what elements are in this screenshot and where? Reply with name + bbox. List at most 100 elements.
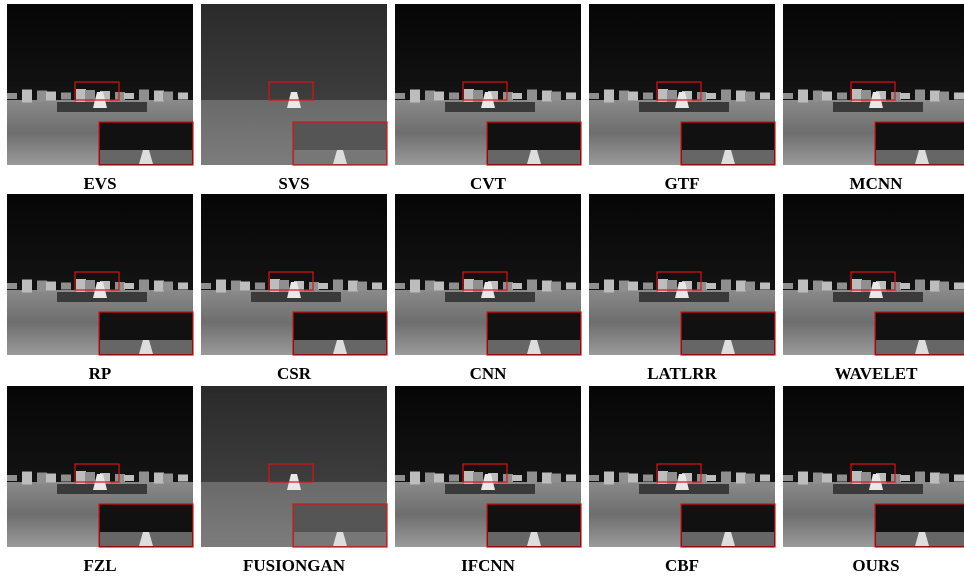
panel-building xyxy=(503,474,513,482)
panel-building xyxy=(76,279,86,293)
panel-label: RP xyxy=(89,364,112,383)
panel-building xyxy=(822,282,832,291)
panel-building xyxy=(551,282,561,291)
panel xyxy=(589,194,775,355)
panel-building xyxy=(395,283,405,289)
panel-building xyxy=(512,283,522,289)
panel-building xyxy=(551,92,561,101)
panel-building xyxy=(566,475,576,482)
panel-building xyxy=(628,282,638,291)
panel-building xyxy=(566,283,576,290)
panel-building xyxy=(178,475,188,482)
panel-building xyxy=(658,279,668,293)
panel-building xyxy=(783,93,793,99)
panel-building xyxy=(706,475,716,481)
panel-building xyxy=(915,90,925,103)
panel-building xyxy=(813,91,823,102)
panel-building xyxy=(61,475,71,482)
panel-building xyxy=(76,89,86,103)
panel-building xyxy=(939,92,949,101)
panel-building xyxy=(76,471,86,485)
panel xyxy=(395,386,581,547)
panel-building xyxy=(61,93,71,100)
panel-building xyxy=(22,280,32,293)
panel xyxy=(589,386,775,547)
panel-building xyxy=(915,280,925,293)
panel-building xyxy=(658,471,668,485)
panel-building xyxy=(46,474,56,483)
panel-building xyxy=(240,282,250,291)
panel xyxy=(395,194,581,355)
panel-building xyxy=(255,283,265,290)
panel-label: CBF xyxy=(665,556,699,573)
panel-building xyxy=(163,282,173,291)
panel-label: OURS xyxy=(852,556,899,573)
panel-building xyxy=(604,90,614,103)
panel-building xyxy=(139,90,149,103)
panel-building xyxy=(954,475,964,482)
panel-building xyxy=(395,93,405,99)
panel-building xyxy=(760,283,770,290)
panel-building xyxy=(798,472,808,485)
panel-building xyxy=(760,93,770,100)
panel-building xyxy=(604,280,614,293)
panel-building xyxy=(619,473,629,484)
panel-building xyxy=(231,281,241,292)
panel-building xyxy=(589,93,599,99)
panel-building xyxy=(115,474,125,482)
panel-building xyxy=(837,283,847,290)
panel-building xyxy=(270,279,280,293)
panel-building xyxy=(7,283,17,289)
panel-building xyxy=(721,90,731,103)
panel-building xyxy=(542,473,552,484)
panel-building xyxy=(464,89,474,103)
panel-building xyxy=(425,281,435,292)
panel-building xyxy=(589,475,599,481)
panel-building xyxy=(736,473,746,484)
panel-label: FZL xyxy=(83,556,116,573)
panel-building xyxy=(783,283,793,289)
panel-building xyxy=(395,475,405,481)
panel-label: IFCNN xyxy=(461,556,516,573)
panel-building xyxy=(954,93,964,100)
panel-building xyxy=(163,474,173,483)
panel-building xyxy=(551,474,561,483)
panel-label: MCNN xyxy=(850,174,904,193)
panel-building xyxy=(464,471,474,485)
panel-building xyxy=(822,92,832,101)
panel-building xyxy=(745,92,755,101)
panel-building xyxy=(643,475,653,482)
panel-building xyxy=(449,93,459,100)
panel-building xyxy=(939,474,949,483)
panel-building xyxy=(822,474,832,483)
panel-building xyxy=(163,92,173,101)
panel-building xyxy=(837,93,847,100)
panel-building xyxy=(930,473,940,484)
panel-building xyxy=(139,472,149,485)
panel-building xyxy=(891,92,901,100)
panel-building xyxy=(434,282,444,291)
panel-building xyxy=(333,280,343,293)
panel-building xyxy=(852,471,862,485)
panel-building xyxy=(900,283,910,289)
panel-building xyxy=(619,91,629,102)
panel-building xyxy=(891,282,901,290)
panel-building xyxy=(357,282,367,291)
panel-building xyxy=(783,475,793,481)
panel-building xyxy=(930,281,940,292)
panel-label: CVT xyxy=(470,174,507,193)
panel-building xyxy=(813,281,823,292)
panel-building xyxy=(46,92,56,101)
panel-building xyxy=(503,282,513,290)
panel-building xyxy=(449,283,459,290)
panel-building xyxy=(619,281,629,292)
panel-label: SVS xyxy=(278,174,309,193)
panel-building xyxy=(527,90,537,103)
panel xyxy=(395,4,581,165)
panel-building xyxy=(527,472,537,485)
panel-building xyxy=(527,280,537,293)
panel-building xyxy=(434,92,444,101)
panel-building xyxy=(434,474,444,483)
panel-building xyxy=(837,475,847,482)
panel-building xyxy=(512,93,522,99)
